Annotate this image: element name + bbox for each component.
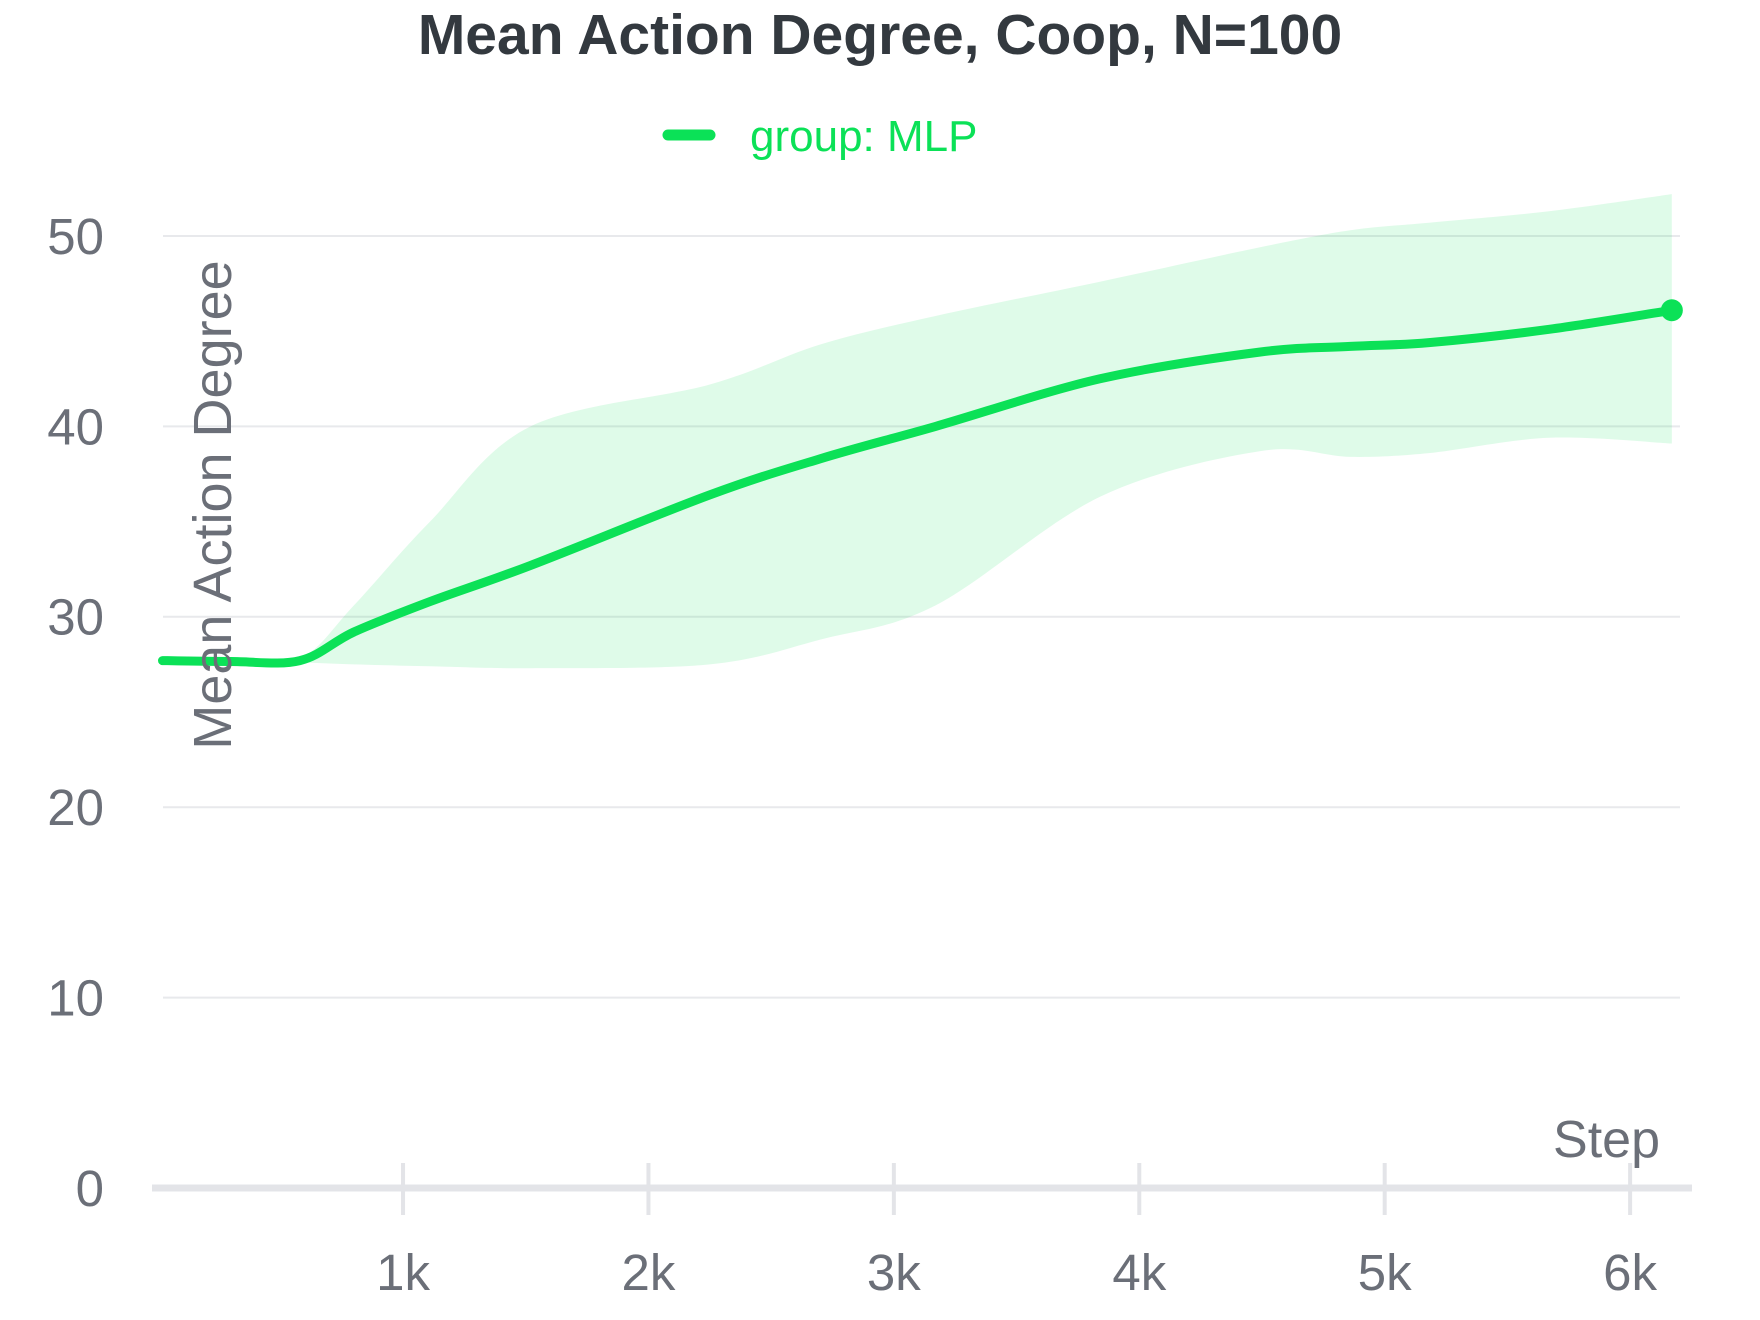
series-line-layer <box>158 299 1683 668</box>
x-tick-label: 1k <box>376 1244 430 1301</box>
y-tick-label: 20 <box>47 779 104 836</box>
y-axis-title: Mean Action Degree <box>183 260 243 749</box>
legend[interactable]: group: MLP <box>662 112 977 161</box>
axis-layer <box>152 1163 1692 1215</box>
legend-label[interactable]: group: MLP <box>750 112 977 161</box>
x-tick-label: 5k <box>1358 1244 1412 1301</box>
gridline-layer <box>163 235 1680 999</box>
x-tick-label: 2k <box>622 1244 676 1301</box>
x-tick-label: 3k <box>867 1244 921 1301</box>
chart-title: Mean Action Degree, Coop, N=100 <box>418 3 1342 67</box>
x-tick-label: 6k <box>1603 1244 1657 1301</box>
y-tick-label: 0 <box>76 1160 104 1217</box>
x-tick-label: 4k <box>1112 1244 1166 1301</box>
mean-line <box>158 305 1677 668</box>
x-axis-title: Step <box>1553 1111 1660 1169</box>
y-tick-label: 50 <box>47 208 104 265</box>
y-tick-label: 10 <box>47 969 104 1026</box>
tick-label-layer: 0 10 20 30 40 50 1k 2k 3k 4k 5k 6k <box>47 208 1657 1301</box>
end-point-marker <box>1660 299 1683 322</box>
y-tick-label: 30 <box>47 589 104 646</box>
y-tick-label: 40 <box>47 398 104 455</box>
